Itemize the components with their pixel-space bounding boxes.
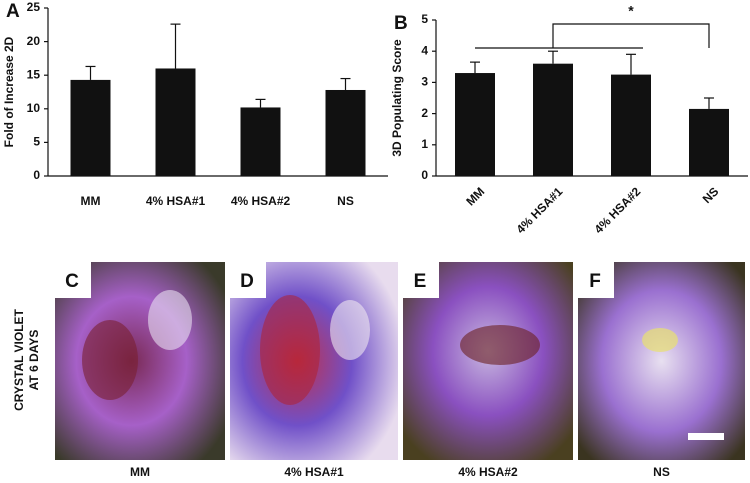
error-bar bbox=[704, 97, 714, 109]
panel-label-box bbox=[55, 262, 91, 298]
panel-letter: A bbox=[6, 1, 20, 22]
x-tick-label: NS bbox=[337, 194, 354, 208]
error-bar bbox=[626, 53, 636, 75]
bar bbox=[325, 89, 366, 176]
photo-caption: MM bbox=[130, 465, 150, 479]
x-tick-label: 4% HSA#1 bbox=[146, 194, 206, 208]
photo-caption: 4% HSA#1 bbox=[284, 465, 344, 479]
x-tick-label: 4% HSA#2 bbox=[231, 194, 291, 208]
panel-label-box bbox=[578, 262, 614, 298]
error-bar bbox=[470, 61, 480, 74]
y-tick-label: 0 bbox=[33, 168, 40, 182]
y-tick-label: 5 bbox=[421, 12, 428, 26]
panel-label-box bbox=[230, 262, 266, 298]
y-tick-label: 0 bbox=[421, 168, 428, 182]
panel-label-box bbox=[403, 262, 439, 298]
bracket-line bbox=[552, 23, 710, 48]
y-tick-label: 1 bbox=[421, 137, 428, 151]
panel-letter: F bbox=[589, 271, 601, 292]
x-tick-label: 4% HSA#1 bbox=[513, 184, 565, 236]
x-tick-label: MM bbox=[81, 194, 101, 208]
bar bbox=[455, 73, 495, 176]
y-tick-label: 25 bbox=[27, 0, 41, 14]
y-tick-label: 20 bbox=[27, 34, 41, 48]
side-label: AT 6 DAYS bbox=[27, 330, 41, 391]
bar bbox=[155, 68, 196, 176]
photo-caption: NS bbox=[653, 465, 670, 479]
bar bbox=[611, 74, 651, 176]
photo-row bbox=[55, 262, 745, 460]
significance-mark: * bbox=[628, 3, 634, 19]
error-bar bbox=[85, 65, 96, 80]
y-tick-label: 15 bbox=[27, 67, 41, 81]
panel-letter: E bbox=[414, 271, 427, 292]
bar bbox=[533, 63, 573, 176]
y-tick-label: 2 bbox=[421, 106, 428, 120]
photo-c bbox=[55, 262, 225, 460]
panel-letter: D bbox=[240, 271, 254, 292]
panel-letter: C bbox=[65, 271, 79, 292]
error-bar bbox=[340, 77, 351, 90]
y-axis-label: 3D Populating Score bbox=[390, 39, 404, 157]
side-label: CRYSTAL VIOLET bbox=[12, 308, 26, 410]
y-tick-label: 5 bbox=[33, 135, 40, 149]
significance-bracket bbox=[475, 23, 710, 49]
y-tick-label: 3 bbox=[421, 75, 428, 89]
y-axis-label: Fold of Increase 2D bbox=[2, 36, 16, 147]
bar bbox=[240, 107, 281, 176]
x-tick-label: NS bbox=[700, 184, 722, 206]
error-bar bbox=[255, 98, 266, 108]
error-bar bbox=[548, 50, 558, 64]
error-bar bbox=[170, 23, 181, 69]
y-tick-label: 10 bbox=[27, 101, 41, 115]
bar bbox=[70, 79, 111, 176]
bar bbox=[689, 108, 729, 176]
photo-caption: 4% HSA#2 bbox=[458, 465, 518, 479]
y-tick-label: 4 bbox=[421, 43, 428, 57]
panel-letter: B bbox=[394, 13, 408, 34]
x-tick-label: MM bbox=[463, 184, 487, 208]
x-tick-label: 4% HSA#2 bbox=[591, 184, 643, 236]
